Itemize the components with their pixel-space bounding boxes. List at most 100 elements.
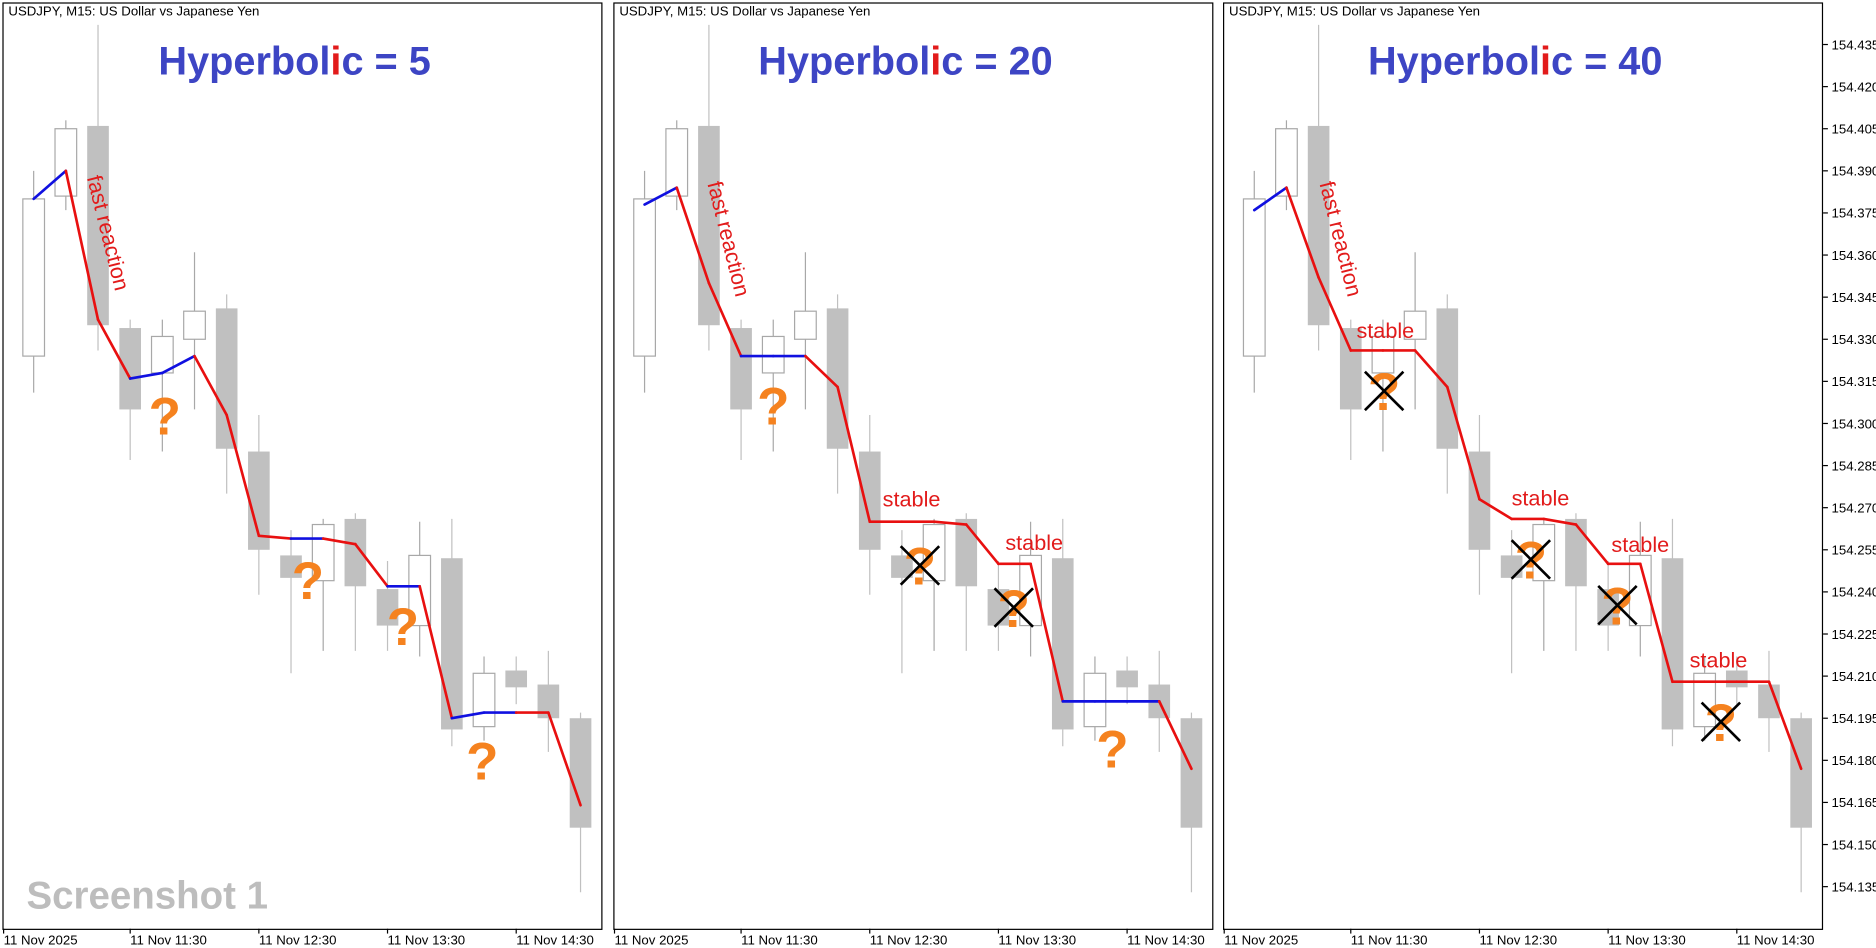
candle-body xyxy=(1597,589,1619,626)
candle-body xyxy=(280,555,302,578)
x-tick-label: 11 Nov 14:30 xyxy=(1127,932,1205,947)
chart-header: USDJPY, M15: US Dollar vs Japanese Yen xyxy=(1229,4,1480,19)
candle-body xyxy=(858,451,881,550)
title-part: i xyxy=(1540,40,1551,84)
candle-body xyxy=(1180,718,1203,828)
x-tick-label: 11 Nov 11:30 xyxy=(741,932,818,947)
y-tick-label: 154.330 xyxy=(1832,332,1876,347)
indicator-segment xyxy=(547,711,582,807)
indicator-segment xyxy=(450,711,486,720)
cross-mark xyxy=(1700,701,1742,743)
indicator-segment xyxy=(193,354,229,417)
x-tick-label: 11 Nov 13:30 xyxy=(998,932,1076,947)
indicator-segment xyxy=(804,354,839,389)
x-tick-label: 11 Nov 2025 xyxy=(615,932,689,947)
y-tick-label: 154.270 xyxy=(1832,500,1876,515)
candle-body xyxy=(1307,125,1330,326)
indicator-segment xyxy=(932,520,968,526)
y-tick-label: 154.315 xyxy=(1832,374,1876,389)
indicator-segment xyxy=(1767,680,1803,771)
cross-mark xyxy=(1510,539,1552,580)
indicator-segment xyxy=(161,354,196,375)
candle-body xyxy=(569,718,592,828)
candle-body xyxy=(119,328,142,410)
candle-body xyxy=(537,684,560,719)
indicator-segment xyxy=(257,534,293,540)
x-tick-label: 11 Nov 12:30 xyxy=(870,932,948,947)
panel-title: Hyperbolic = 40 xyxy=(1368,40,1662,84)
indicator-segment xyxy=(418,584,454,720)
y-tick-label: 154.390 xyxy=(1832,164,1876,179)
candle-body xyxy=(1403,310,1427,340)
annotation: stable xyxy=(883,486,941,511)
x-tick-label: 11 Nov 14:30 xyxy=(1737,932,1815,947)
candle-body xyxy=(215,308,238,449)
candle-body xyxy=(54,128,78,197)
title-part: Hyperbol xyxy=(758,40,930,84)
y-tick-label: 154.345 xyxy=(1832,290,1876,305)
indicator-segment xyxy=(964,523,1000,566)
annotation: stable xyxy=(1512,485,1570,510)
question-mark: ? xyxy=(1096,721,1128,780)
indicator-segment xyxy=(32,169,68,201)
indicator-segment xyxy=(96,318,132,380)
candle-body xyxy=(472,672,496,728)
annotation: stable xyxy=(1690,648,1748,673)
question-mark: ? xyxy=(466,733,498,792)
candle-body xyxy=(1725,670,1748,688)
x-tick-label: 11 Nov 11:30 xyxy=(1351,932,1428,947)
chart-header: USDJPY, M15: US Dollar vs Japanese Yen xyxy=(619,4,870,19)
candle-body xyxy=(955,518,978,587)
y-tick-label: 154.255 xyxy=(1832,543,1876,558)
indicator-segment xyxy=(1478,497,1513,521)
cross-mark xyxy=(993,587,1034,628)
x-tick-label: 11 Nov 13:30 xyxy=(388,932,466,947)
indicator-segment xyxy=(1157,700,1193,771)
x-tick-label: 11 Nov 11:30 xyxy=(130,932,207,947)
title-part: c = 5 xyxy=(341,40,430,84)
y-tick-label: 154.300 xyxy=(1832,416,1876,431)
chart-header: USDJPY, M15: US Dollar vs Japanese Yen xyxy=(8,4,259,19)
cross-mark xyxy=(899,545,941,586)
candle-body xyxy=(1661,558,1684,730)
candle-body xyxy=(1116,670,1138,688)
y-tick-label: 154.180 xyxy=(1832,753,1876,768)
x-tick-label: 11 Nov 12:30 xyxy=(1479,932,1557,947)
annotation: stable xyxy=(1005,530,1063,555)
candle-body xyxy=(730,328,752,410)
candle-body xyxy=(1083,672,1107,728)
question-mark: ? xyxy=(387,598,419,657)
annotation: stable xyxy=(1611,532,1669,557)
cross-mark xyxy=(1597,584,1638,626)
candle-body xyxy=(87,125,109,326)
candle-body xyxy=(441,558,463,730)
indicator-segment xyxy=(1029,562,1065,703)
candle-body xyxy=(183,310,206,340)
title-part: Hyperbol xyxy=(158,40,330,84)
title-part: i xyxy=(930,40,941,84)
candle-body xyxy=(665,128,689,197)
question-mark: ? xyxy=(149,387,181,446)
question-mark: ? xyxy=(292,552,324,611)
y-tick-label: 154.225 xyxy=(1832,627,1876,642)
indicator-segment xyxy=(643,186,679,206)
indicator-segment xyxy=(128,371,164,380)
indicator-segment xyxy=(1638,562,1674,684)
candle-body xyxy=(1693,672,1717,728)
y-tick-label: 154.435 xyxy=(1832,37,1876,52)
x-tick-label: 11 Nov 12:30 xyxy=(259,932,337,947)
watermark: Screenshot 1 xyxy=(26,874,268,917)
indicator-segment xyxy=(1413,349,1449,389)
y-tick-label: 154.285 xyxy=(1832,458,1876,473)
candle-body xyxy=(891,555,913,578)
indicator-segment xyxy=(1252,186,1288,212)
x-tick-label: 11 Nov 2025 xyxy=(4,932,78,947)
indicator-segment xyxy=(1542,517,1578,526)
title-part: Hyperbol xyxy=(1368,40,1540,84)
y-tick-label: 154.135 xyxy=(1832,879,1876,894)
candle-body xyxy=(1242,198,1266,357)
x-tick-label: 11 Nov 13:30 xyxy=(1608,932,1686,947)
candle-body xyxy=(1051,558,1074,730)
indicator-segment xyxy=(225,413,261,538)
